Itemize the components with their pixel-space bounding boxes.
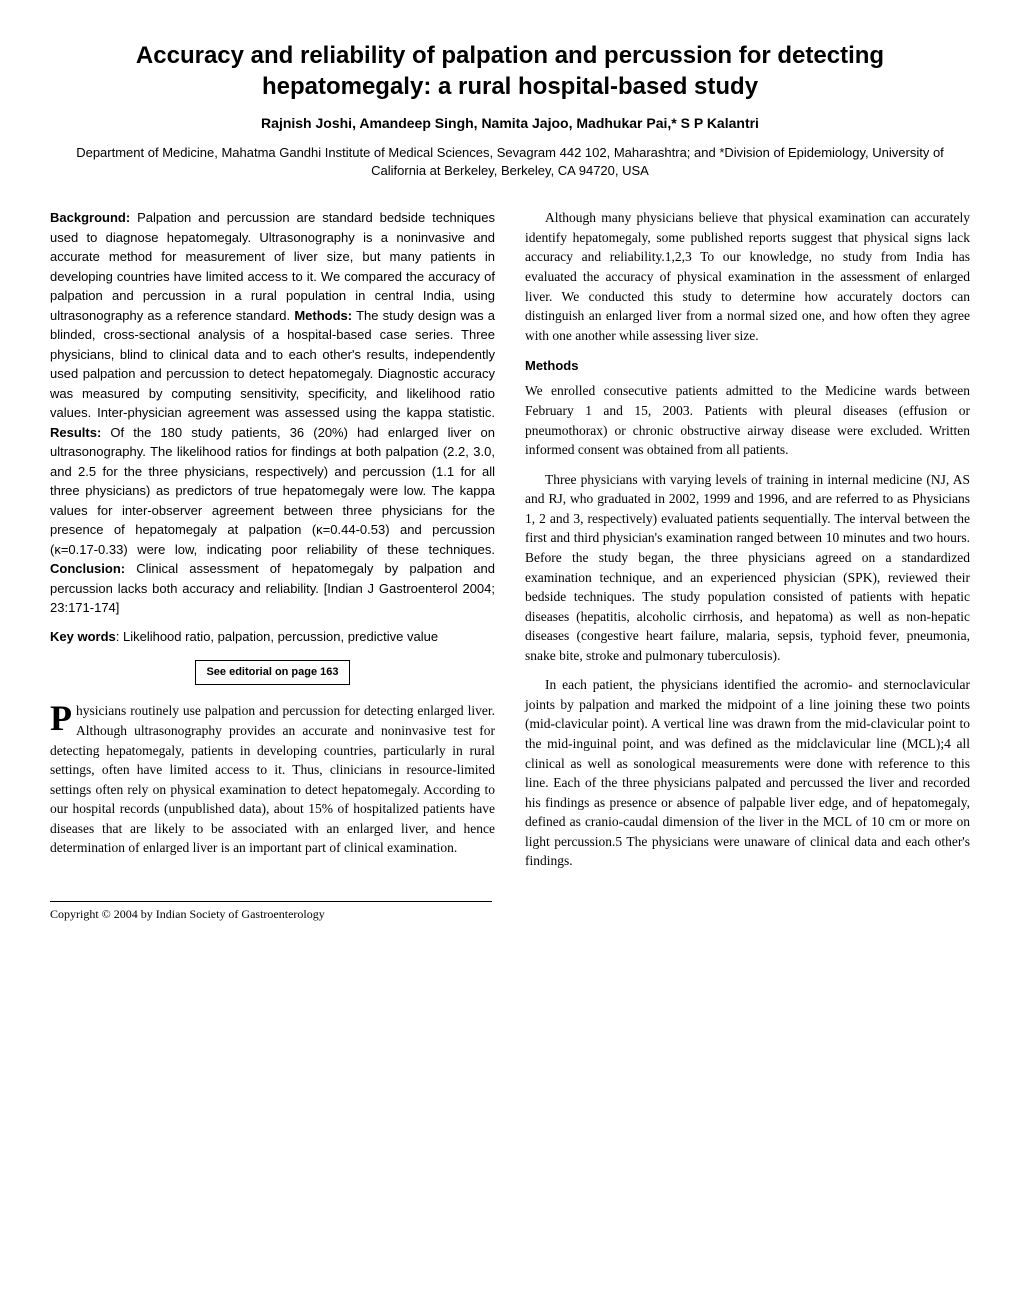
- authors-line: Rajnish Joshi, Amandeep Singh, Namita Ja…: [50, 114, 970, 134]
- keywords-label: Key words: [50, 629, 116, 644]
- results-text: Of the 180 study patients, 36 (20%) had …: [50, 425, 495, 557]
- right-column: Although many physicians believe that ph…: [525, 208, 970, 881]
- keywords-line: Key words: Likelihood ratio, palpation, …: [50, 628, 495, 646]
- results-label: Results:: [50, 425, 101, 440]
- methods-paragraph-1: We enrolled consecutive patients admitte…: [525, 381, 970, 459]
- abstract-block: Background: Palpation and percussion are…: [50, 208, 495, 618]
- methods-text: The study design was a blinded, cross-se…: [50, 308, 495, 421]
- intro-paragraph-2: Although many physicians believe that ph…: [525, 208, 970, 345]
- methods-label: Methods:: [294, 308, 352, 323]
- methods-paragraph-3: In each patient, the physicians identifi…: [525, 675, 970, 871]
- background-text: Palpation and percussion are standard be…: [50, 210, 495, 323]
- editorial-note-box: See editorial on page 163: [195, 660, 349, 685]
- conclusion-label: Conclusion:: [50, 561, 125, 576]
- article-title: Accuracy and reliability of palpation an…: [50, 40, 970, 102]
- left-column: Background: Palpation and percussion are…: [50, 208, 495, 881]
- two-column-layout: Background: Palpation and percussion are…: [50, 208, 970, 881]
- affiliation-line: Department of Medicine, Mahatma Gandhi I…: [50, 144, 970, 180]
- background-label: Background:: [50, 210, 130, 225]
- methods-paragraph-2: Three physicians with varying levels of …: [525, 470, 970, 666]
- keywords-text: : Likelihood ratio, palpation, percussio…: [116, 629, 438, 644]
- copyright-line: Copyright © 2004 by Indian Society of Ga…: [50, 901, 492, 923]
- methods-heading: Methods: [525, 357, 970, 375]
- intro-paragraph-1: Physicians routinely use palpation and p…: [50, 701, 495, 858]
